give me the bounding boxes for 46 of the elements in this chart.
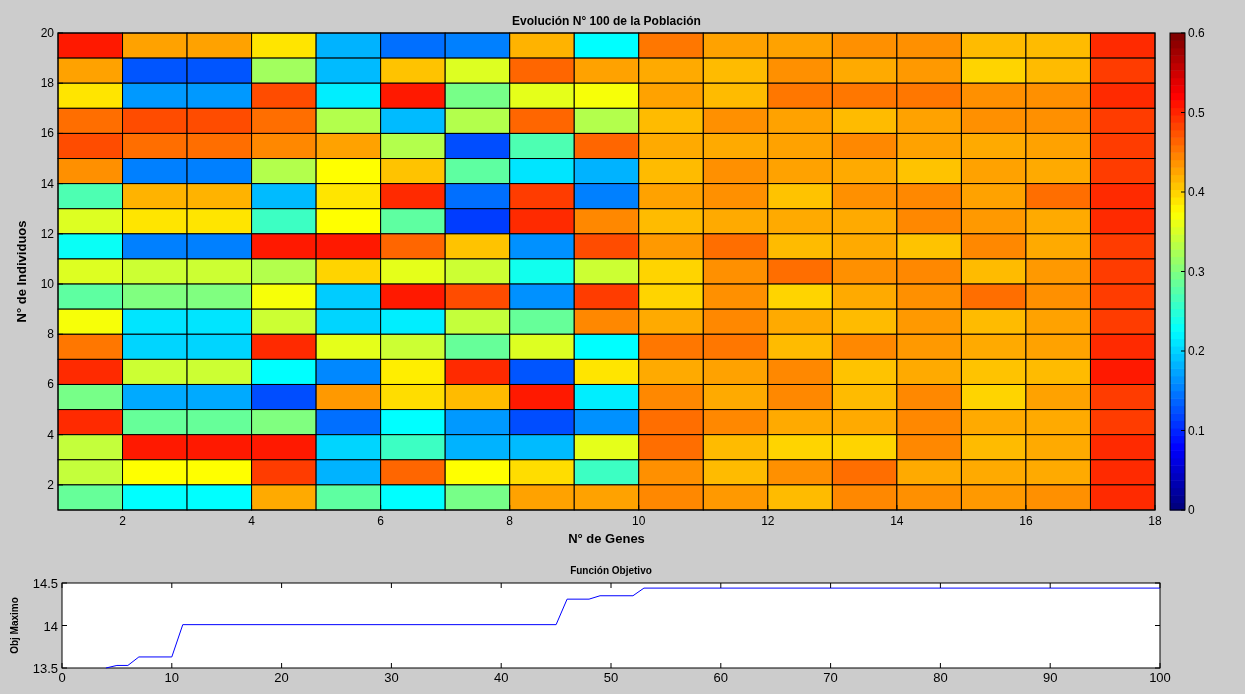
x-tick-label: 10 bbox=[164, 670, 180, 685]
x-axis-title: N° de Genes bbox=[568, 531, 645, 546]
x-tick-label: 8 bbox=[506, 514, 514, 528]
x-tick-label: 10 bbox=[632, 514, 646, 528]
x-tick-label: 14 bbox=[890, 514, 904, 528]
color-bar-label: 0.3 bbox=[1188, 264, 1206, 279]
x-tick-label: 12 bbox=[761, 514, 775, 528]
y-tick-label: 10 bbox=[40, 277, 55, 292]
y-tick-label: 14 bbox=[40, 176, 55, 191]
x-tick-label: 20 bbox=[274, 670, 289, 685]
x-tick-label: 16 bbox=[1019, 514, 1033, 528]
x-tick-label: 6 bbox=[377, 514, 385, 528]
y-axis-title: Obj Maximo bbox=[9, 597, 20, 654]
y-tick-label: 6 bbox=[47, 377, 55, 392]
x-tick-label: 60 bbox=[713, 670, 729, 685]
x-tick-label: 100 bbox=[1149, 670, 1171, 685]
color-bar-label: 0.2 bbox=[1188, 344, 1206, 358]
x-tick-label: 50 bbox=[603, 670, 619, 685]
y-tick-label: 14.5 bbox=[32, 576, 58, 591]
chart-title: Función Objetivo bbox=[570, 565, 652, 576]
x-tick-label: 2 bbox=[119, 514, 127, 528]
y-tick-label: 16 bbox=[40, 126, 55, 141]
y-tick-label: 13.5 bbox=[32, 661, 58, 676]
x-tick-label: 90 bbox=[1042, 670, 1058, 685]
x-tick-label: 70 bbox=[823, 670, 838, 685]
color-bar-label: 0.1 bbox=[1188, 423, 1206, 438]
x-tick-label: 4 bbox=[248, 514, 256, 528]
color-bar-label: 0 bbox=[1188, 503, 1195, 517]
y-tick-label: 8 bbox=[47, 327, 55, 342]
color-bar-label: 0.5 bbox=[1188, 105, 1206, 120]
y-tick-label: 18 bbox=[40, 76, 55, 91]
y-tick-label: 2 bbox=[47, 477, 55, 492]
chart-title: Evolución N° 100 de la Población bbox=[512, 14, 701, 28]
x-tick-label: 40 bbox=[493, 670, 509, 685]
x-tick-label: 80 bbox=[933, 670, 948, 685]
color-bar-label: 0.6 bbox=[1188, 26, 1206, 40]
y-tick-label: 4 bbox=[47, 427, 55, 442]
y-axis-title: N° de Individuos bbox=[14, 220, 29, 323]
y-tick-label: 20 bbox=[40, 26, 55, 40]
color-bar-label: 0.4 bbox=[1188, 185, 1206, 199]
line-series bbox=[105, 587, 1161, 669]
y-tick-label: 14 bbox=[43, 618, 58, 634]
x-tick-label: 18 bbox=[1148, 514, 1162, 528]
x-tick-label: 30 bbox=[384, 670, 399, 685]
x-tick-label: 0 bbox=[58, 670, 66, 685]
y-tick-label: 12 bbox=[40, 226, 55, 241]
